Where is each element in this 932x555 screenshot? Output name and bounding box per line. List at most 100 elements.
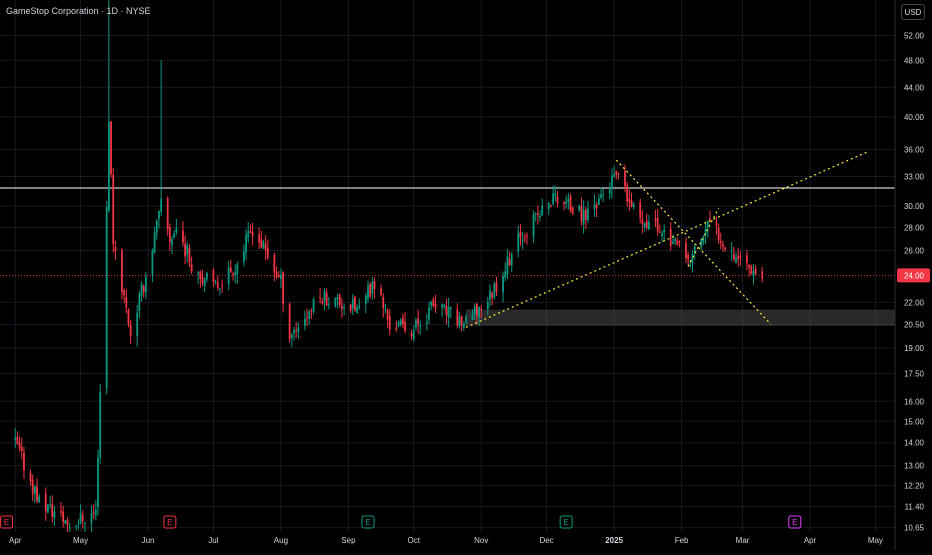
candle-body bbox=[29, 472, 32, 481]
candle-body bbox=[597, 198, 600, 205]
candle-body bbox=[552, 193, 555, 205]
candle-body bbox=[654, 218, 657, 221]
earnings-event-1[interactable]: E bbox=[0, 515, 14, 529]
candle-body bbox=[92, 512, 95, 514]
candle-body bbox=[306, 317, 308, 319]
candle-body bbox=[62, 511, 65, 522]
candle-body bbox=[197, 272, 200, 275]
price-scale-tick: 52.00 bbox=[904, 31, 925, 40]
candle-body bbox=[288, 304, 291, 340]
candle-body bbox=[369, 283, 372, 297]
candle-body bbox=[656, 218, 659, 232]
candle-body bbox=[648, 221, 650, 230]
candle-body bbox=[709, 218, 711, 220]
price-scale-tick: 11.40 bbox=[905, 502, 925, 511]
candle-body bbox=[199, 271, 202, 279]
candle-body bbox=[234, 272, 237, 275]
candle-body bbox=[158, 211, 160, 219]
time-axis-label: May bbox=[73, 536, 88, 545]
price-scale-tick: 22.00 bbox=[904, 298, 925, 307]
candle-body bbox=[186, 244, 189, 255]
candle-body bbox=[746, 255, 748, 263]
candle-body bbox=[382, 297, 385, 309]
candle-body bbox=[121, 250, 123, 293]
candle-body bbox=[689, 260, 692, 262]
candle-body bbox=[532, 214, 535, 237]
candle-body bbox=[517, 233, 520, 252]
candle-body bbox=[608, 189, 611, 194]
candle-body bbox=[129, 324, 132, 336]
candle-body bbox=[184, 243, 186, 257]
candle-body bbox=[188, 247, 191, 263]
candle-body bbox=[229, 267, 232, 272]
candle-body bbox=[319, 297, 322, 299]
candle-body bbox=[584, 210, 587, 220]
candle-body bbox=[493, 283, 496, 298]
event-letter: E bbox=[4, 518, 9, 527]
candle-body bbox=[735, 257, 737, 263]
candle-body bbox=[308, 311, 311, 319]
candle-body bbox=[582, 209, 585, 225]
candle-body bbox=[519, 232, 522, 238]
candle-body bbox=[401, 317, 404, 325]
earnings-event-3[interactable]: E bbox=[361, 515, 375, 529]
earnings-event-5[interactable]: E bbox=[788, 515, 802, 529]
candle-body bbox=[550, 205, 552, 207]
candle-body bbox=[536, 213, 539, 216]
price-scale-tick: 40.00 bbox=[904, 113, 925, 122]
price-scale-tick: 48.00 bbox=[904, 56, 925, 65]
candle-body bbox=[125, 297, 128, 308]
candle-body bbox=[495, 282, 498, 292]
candle-body bbox=[739, 256, 742, 258]
candle-body bbox=[175, 227, 178, 232]
candle-body bbox=[539, 216, 541, 218]
candle-body bbox=[219, 288, 221, 290]
candle-body bbox=[36, 486, 38, 502]
candle-body bbox=[569, 196, 572, 211]
candle-body bbox=[297, 327, 300, 333]
candle-body bbox=[410, 333, 413, 336]
candle-body bbox=[441, 304, 443, 308]
candle-body bbox=[628, 198, 631, 202]
candle-body bbox=[277, 275, 280, 277]
candle-body bbox=[412, 330, 415, 339]
time-axis-label: Sep bbox=[341, 536, 356, 545]
candle-body bbox=[97, 457, 99, 507]
candle-body bbox=[358, 305, 361, 308]
currency-button[interactable]: USD bbox=[901, 4, 925, 20]
candle-body bbox=[262, 241, 265, 249]
candle-body bbox=[565, 201, 568, 204]
candle-body bbox=[384, 309, 387, 311]
candle-body bbox=[245, 234, 247, 253]
time-axis-label: Apr bbox=[804, 536, 817, 545]
candle-body bbox=[443, 304, 446, 307]
candle-body bbox=[615, 171, 618, 175]
candle-body bbox=[371, 281, 374, 294]
price-scale-tick: 12.20 bbox=[904, 481, 925, 490]
price-scale-tick: 14.00 bbox=[904, 439, 925, 448]
support-zone bbox=[466, 309, 895, 326]
candle-body bbox=[321, 301, 324, 304]
candle-body bbox=[51, 504, 54, 517]
candle-body bbox=[478, 307, 480, 318]
earnings-event-2[interactable]: E bbox=[163, 515, 177, 529]
candle-body bbox=[173, 232, 176, 238]
candle-body bbox=[373, 281, 376, 289]
candle-body bbox=[456, 309, 459, 326]
price-scale-tick: 28.00 bbox=[904, 224, 925, 233]
time-axis-label: Feb bbox=[675, 536, 689, 545]
candle-body bbox=[626, 185, 629, 202]
candle-body bbox=[737, 255, 740, 260]
candle-body bbox=[90, 512, 93, 523]
candle-body bbox=[64, 520, 67, 524]
candle-body bbox=[334, 297, 337, 307]
candle-body bbox=[343, 307, 345, 309]
time-axis-label: Oct bbox=[408, 536, 421, 545]
candle-body bbox=[475, 303, 478, 316]
candle-body bbox=[567, 199, 570, 202]
candle-body bbox=[336, 297, 339, 300]
earnings-event-4[interactable]: E bbox=[559, 515, 573, 529]
candle-body bbox=[489, 290, 491, 300]
